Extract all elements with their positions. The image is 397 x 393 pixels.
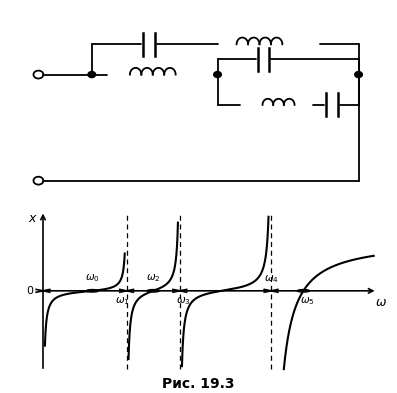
Circle shape (355, 72, 362, 77)
Text: $\omega_0$: $\omega_0$ (85, 273, 100, 285)
Text: $\omega$: $\omega$ (375, 296, 387, 309)
Text: $\omega_2$: $\omega_2$ (146, 273, 160, 285)
Text: 0: 0 (27, 286, 33, 296)
Text: $\omega_3$: $\omega_3$ (176, 296, 191, 307)
Circle shape (88, 72, 96, 77)
Text: $\omega_5$: $\omega_5$ (300, 296, 314, 307)
Circle shape (214, 72, 222, 77)
Text: $\omega_1$: $\omega_1$ (116, 296, 130, 307)
Text: x: x (28, 212, 35, 225)
Text: $\omega_4$: $\omega_4$ (264, 274, 279, 285)
Text: Рис. 19.3: Рис. 19.3 (162, 377, 235, 391)
